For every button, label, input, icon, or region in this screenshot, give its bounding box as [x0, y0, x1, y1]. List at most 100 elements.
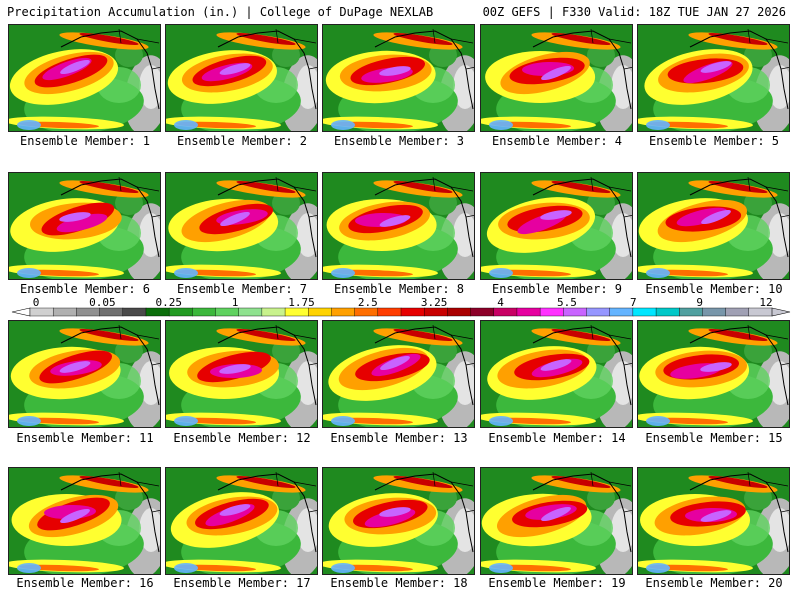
ensemble-member-map	[8, 467, 161, 575]
precipitation-field	[638, 468, 789, 574]
colorbar-swatch	[493, 307, 518, 317]
ensemble-member-label: Ensemble Member: 15	[645, 431, 783, 445]
colorbar-swatch	[539, 307, 564, 317]
precipitation-field	[166, 468, 317, 574]
precipitation-field	[481, 25, 632, 131]
colorbar-tick-label: 1	[232, 296, 239, 309]
colorbar-swatch	[702, 307, 727, 317]
colorbar-swatch	[308, 307, 332, 317]
precipitation-field	[166, 25, 317, 131]
colorbar-swatch	[215, 307, 240, 317]
colorbar-swatch	[632, 307, 657, 317]
colorbar-swatch	[748, 307, 773, 317]
colorbar-swatch	[354, 307, 379, 317]
colorbar-swatch	[76, 307, 101, 317]
ensemble-member-label: Ensemble Member: 14	[488, 431, 626, 445]
ensemble-member-label: Ensemble Member: 13	[330, 431, 468, 445]
ensemble-member-label: Ensemble Member: 7	[176, 282, 308, 296]
colorbar-swatch	[145, 307, 170, 317]
ensemble-member-label: Ensemble Member: 5	[648, 134, 780, 148]
precipitation-field	[9, 173, 160, 279]
precipitation-field	[9, 321, 160, 427]
precipitation-field	[323, 468, 474, 574]
colorbar-swatch	[29, 307, 54, 317]
precipitation-field	[638, 321, 789, 427]
ensemble-member-map	[637, 320, 790, 428]
colorbar-tick-label: 9	[696, 296, 703, 309]
colorbar-swatch	[470, 307, 495, 317]
ensemble-member-label: Ensemble Member: 3	[333, 134, 465, 148]
precipitation-field	[323, 25, 474, 131]
ensemble-member-map	[165, 172, 318, 280]
ensemble-member-map	[322, 172, 475, 280]
ensemble-member-map	[480, 24, 633, 132]
colorbar-tick-label: 3.25	[421, 296, 448, 309]
colorbar-swatch	[423, 307, 448, 317]
colorbar-swatch	[261, 307, 286, 317]
precipitation-field	[481, 321, 632, 427]
precipitation-field	[9, 468, 160, 574]
precipitation-colorbar: 0 0.05 0.25 1 1.75 2.5 3.25 4 5.5 7 9 12	[11, 296, 791, 317]
colorbar-swatch	[52, 307, 77, 317]
colorbar-swatch	[679, 307, 703, 317]
precipitation-field	[166, 321, 317, 427]
colorbar-tick-label: 0.25	[155, 296, 182, 309]
ensemble-member-label: Ensemble Member: 20	[645, 576, 783, 590]
precipitation-field	[323, 173, 474, 279]
colorbar-swatch	[238, 307, 263, 317]
ensemble-member-label: Ensemble Member: 8	[333, 282, 465, 296]
colorbar-swatch	[447, 307, 472, 317]
colorbar-tick-label: 12	[759, 296, 772, 309]
colorbar-swatch	[168, 307, 193, 317]
ensemble-member-map	[165, 467, 318, 575]
ensemble-member-map	[480, 172, 633, 280]
colorbar-tick-label: 0.05	[89, 296, 116, 309]
colorbar-swatch	[122, 307, 147, 317]
colorbar-swatch	[331, 307, 356, 317]
ensemble-member-map	[637, 467, 790, 575]
ensemble-member-label: Ensemble Member: 12	[173, 431, 311, 445]
colorbar-tick-label: 1.75	[288, 296, 315, 309]
colorbar-swatch	[99, 307, 124, 317]
ensemble-member-map	[322, 467, 475, 575]
ensemble-member-label: Ensemble Member: 1	[19, 134, 151, 148]
colorbar-tick-label: 0	[33, 296, 40, 309]
ensemble-member-label: Ensemble Member: 9	[491, 282, 623, 296]
ensemble-member-label: Ensemble Member: 18	[330, 576, 468, 590]
ensemble-member-map	[322, 320, 475, 428]
ensemble-member-label: Ensemble Member: 19	[488, 576, 626, 590]
colorbar-swatch	[516, 307, 541, 317]
ensemble-member-label: Ensemble Member: 4	[491, 134, 623, 148]
run-valid-time: 00Z GEFS | F330 Valid: 18Z TUE JAN 27 20…	[482, 5, 786, 19]
colorbar-swatch	[400, 307, 425, 317]
ensemble-member-map	[165, 24, 318, 132]
colorbar-tick-label: 2.5	[358, 296, 378, 309]
precipitation-field	[638, 25, 789, 131]
map-title: Precipitation Accumulation (in.) | Colle…	[7, 5, 434, 19]
colorbar-tick-label: 5.5	[557, 296, 577, 309]
colorbar-swatch	[655, 307, 680, 317]
ensemble-member-label: Ensemble Member: 16	[16, 576, 154, 590]
ensemble-member-map	[8, 172, 161, 280]
ensemble-member-map	[8, 24, 161, 132]
ensemble-member-label: Ensemble Member: 10	[645, 282, 783, 296]
colorbar-swatch	[725, 307, 750, 317]
ensemble-member-map	[637, 24, 790, 132]
ensemble-member-label: Ensemble Member: 11	[16, 431, 154, 445]
colorbar-right-arrow	[771, 307, 791, 317]
precipitation-field	[166, 173, 317, 279]
ensemble-member-map	[8, 320, 161, 428]
colorbar-swatch	[192, 307, 216, 317]
ensemble-member-map	[480, 320, 633, 428]
colorbar-swatch	[284, 307, 309, 317]
ensemble-member-map	[322, 24, 475, 132]
precipitation-field	[638, 173, 789, 279]
colorbar-swatch	[609, 307, 634, 317]
ensemble-member-map	[480, 467, 633, 575]
colorbar-swatch	[563, 307, 587, 317]
precipitation-field	[481, 173, 632, 279]
colorbar-tick-label: 4	[497, 296, 504, 309]
precipitation-field	[323, 321, 474, 427]
ensemble-member-label: Ensemble Member: 17	[173, 576, 311, 590]
ensemble-member-map	[165, 320, 318, 428]
